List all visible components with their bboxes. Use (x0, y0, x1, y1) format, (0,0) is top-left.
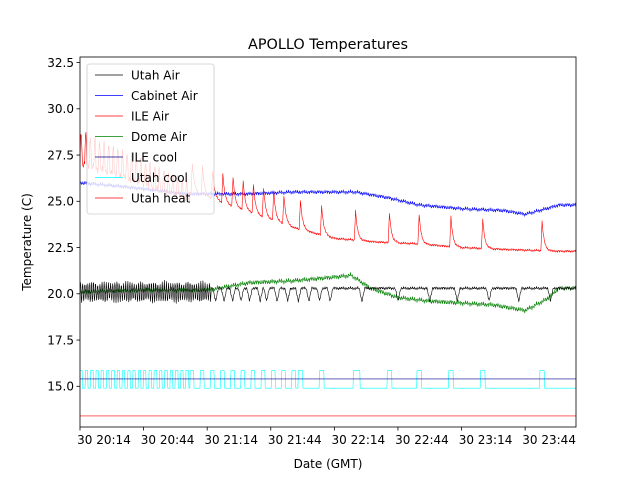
legend-label: Utah cool (131, 171, 188, 185)
y-axis: 15.0 17.5 20.0 22.5 25.0 27.5 30.0 32.5 (47, 56, 80, 394)
y-tick-label: 17.5 (47, 333, 74, 347)
legend-label: Dome Air (131, 130, 187, 144)
series-layer (80, 131, 576, 417)
legend-label: Cabinet Air (131, 89, 198, 103)
y-axis-label: Temperature (C) (20, 193, 34, 292)
y-tick-label: 27.5 (47, 148, 74, 162)
legend-label: Utah Air (131, 68, 180, 82)
legend-box (86, 63, 215, 215)
x-tick-label: 30 21:14 (204, 433, 258, 447)
series-group (80, 131, 576, 417)
x-tick-label: 30 20:14 (77, 433, 131, 447)
legend-label: ILE cool (131, 150, 177, 164)
x-tick-label: 30 23:44 (522, 433, 576, 447)
chart-title: APOLLO Temperatures (248, 37, 408, 53)
x-tick-label: 30 22:14 (332, 433, 386, 447)
y-tick-label: 15.0 (47, 380, 74, 394)
series-utah-cool-line (80, 370, 576, 389)
y-tick-label: 22.5 (47, 241, 74, 255)
y-tick-label: 30.0 (47, 102, 74, 116)
x-tick-label: 30 21:44 (268, 433, 322, 447)
series-utah-air-line (80, 279, 576, 304)
y-tick-label: 32.5 (47, 56, 74, 70)
x-axis: 30 20:14 30 20:44 30 21:14 30 21:44 30 22:14… (77, 427, 576, 447)
plot-frame (79, 56, 577, 428)
x-axis-label: Date (GMT) (294, 457, 363, 471)
legend: Utah Air Cabinet Air ILE Air Dome Air ILE co… (86, 63, 215, 215)
y-tick-label: 20.0 (47, 287, 74, 301)
legend-label: ILE Air (131, 109, 169, 123)
x-tick-label: 30 23:14 (459, 433, 513, 447)
x-tick-label: 30 22:44 (395, 433, 449, 447)
x-tick-label: 30 20:44 (141, 433, 195, 447)
legend-label: Utah heat (131, 191, 191, 205)
y-tick-label: 25.0 (47, 195, 74, 209)
